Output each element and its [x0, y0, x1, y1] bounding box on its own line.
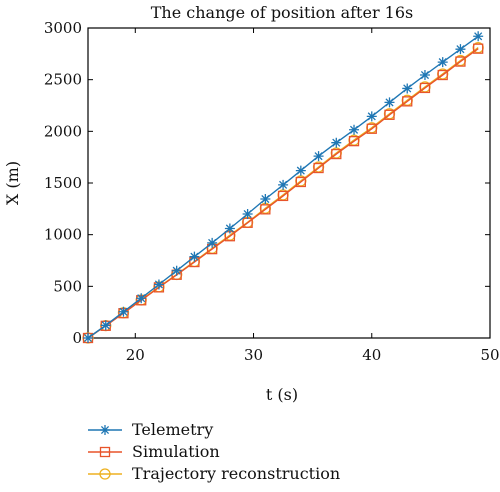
data-point [349, 124, 360, 135]
data-point [260, 204, 271, 215]
legend-label: Telemetry [132, 420, 213, 439]
data-point [171, 265, 182, 276]
data-point [348, 135, 360, 147]
x-tick-label: 30 [244, 346, 263, 364]
data-point [384, 97, 395, 108]
data-point [313, 162, 324, 174]
data-point [83, 333, 93, 343]
legend-item: Simulation [88, 442, 220, 461]
legend-item: Trajectory reconstruction [88, 464, 340, 483]
x-tick-label: 20 [126, 346, 145, 364]
data-point [366, 111, 377, 122]
data-point [402, 83, 413, 94]
x-tick-label: 40 [362, 346, 381, 364]
data-point [277, 190, 289, 202]
data-point [437, 57, 448, 68]
legend-item: Telemetry [88, 420, 213, 439]
y-tick-label: 500 [53, 277, 82, 295]
x-axis-label: t (s) [266, 385, 298, 404]
data-point [331, 148, 342, 160]
data-point [153, 279, 164, 290]
y-tick-label: 2500 [44, 71, 82, 89]
data-point [384, 109, 395, 120]
data-point [473, 31, 484, 42]
data-point [366, 123, 377, 134]
y-tick-label: 1000 [44, 226, 82, 244]
plot-area: 0 500 1000 1500 2000 2500 3000 20 30 40 50 [44, 19, 500, 364]
legend: Telemetry Simulation Trajectory reconstruc… [88, 420, 340, 483]
series-line [87, 48, 479, 339]
data-point [118, 306, 129, 317]
data-point [189, 251, 200, 262]
data-point [207, 237, 218, 248]
y-tick-label: 1500 [44, 174, 82, 192]
data-point [455, 56, 466, 67]
y-tick-label: 0 [72, 329, 82, 347]
legend-label: Simulation [132, 442, 220, 461]
data-point [136, 293, 147, 304]
data-point [295, 176, 306, 188]
data-point [437, 69, 448, 81]
data-point [419, 82, 431, 94]
data-point [402, 96, 413, 107]
legend-marker [99, 446, 111, 458]
data-point [242, 209, 253, 219]
data-point [295, 165, 306, 176]
data-point [100, 320, 111, 331]
series-simulation [82, 43, 484, 344]
data-point [473, 43, 484, 54]
series-telemetry [83, 31, 484, 343]
data-point [419, 70, 430, 81]
y-axis-label: X (m) [3, 161, 22, 205]
legend-label: Trajectory reconstruction [132, 464, 340, 483]
data-point [455, 44, 466, 55]
legend-marker [100, 425, 110, 435]
data-point [278, 179, 289, 190]
data-point [313, 151, 324, 162]
data-point [260, 194, 271, 205]
data-point [331, 137, 342, 148]
legend-marker [99, 468, 111, 480]
x-tick-label: 50 [480, 346, 499, 364]
y-tick-label: 2000 [44, 122, 82, 140]
y-tick-label: 3000 [44, 19, 82, 37]
chart-title: The change of position after 16s [151, 3, 414, 22]
data-point [224, 223, 235, 234]
